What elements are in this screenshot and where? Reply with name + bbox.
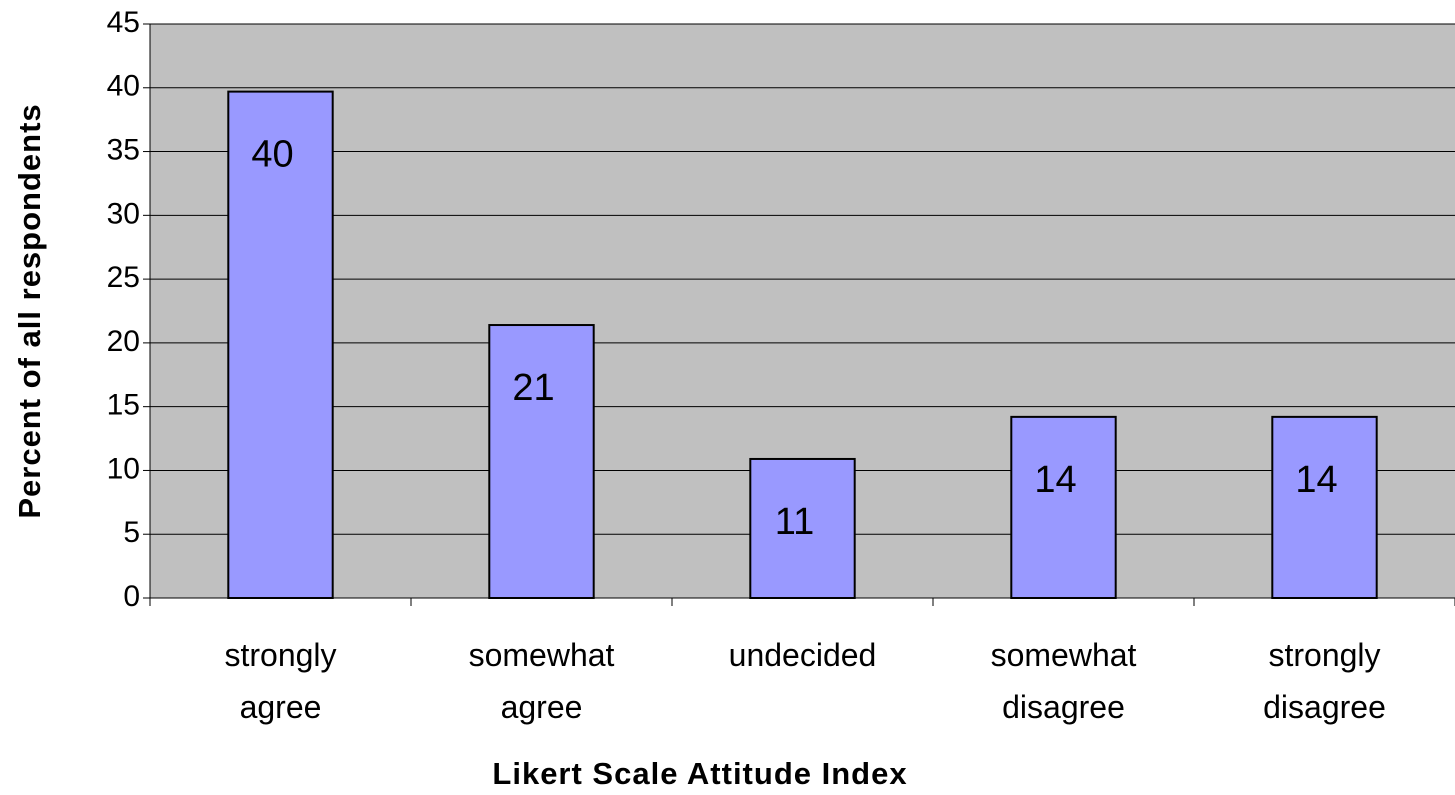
y-tick-label: 5	[123, 516, 140, 549]
x-tick-label: undecided	[729, 637, 877, 673]
x-tick-label: strongly disagree	[1263, 637, 1386, 725]
y-tick-label: 10	[107, 452, 140, 485]
y-tick-label: 40	[107, 70, 140, 103]
data-label: 14	[1034, 459, 1076, 501]
y-tick-label: 0	[123, 580, 140, 613]
data-label: 11	[775, 501, 814, 543]
y-tick-label: 15	[107, 389, 140, 422]
x-tick-label: somewhat agree	[469, 637, 615, 725]
y-tick-label: 25	[107, 261, 140, 294]
x-axis-title: Likert Scale Attitude Index	[492, 756, 907, 791]
y-tick-label: 35	[107, 133, 140, 166]
y-tick-label: 20	[107, 325, 140, 358]
y-tick-label: 45	[107, 6, 140, 39]
x-tick-label: somewhat disagree	[991, 637, 1137, 725]
data-label: 14	[1295, 459, 1337, 501]
bar	[227, 90, 334, 600]
x-tick-label: strongly agree	[224, 637, 336, 725]
data-label: 40	[251, 134, 293, 176]
bar	[488, 324, 595, 599]
bar	[1010, 415, 1117, 600]
bar	[749, 457, 856, 599]
y-axis-title: Percent of all respondents	[12, 103, 47, 518]
bar	[1271, 415, 1378, 600]
data-label: 21	[512, 367, 554, 409]
y-tick-label: 30	[107, 197, 140, 230]
